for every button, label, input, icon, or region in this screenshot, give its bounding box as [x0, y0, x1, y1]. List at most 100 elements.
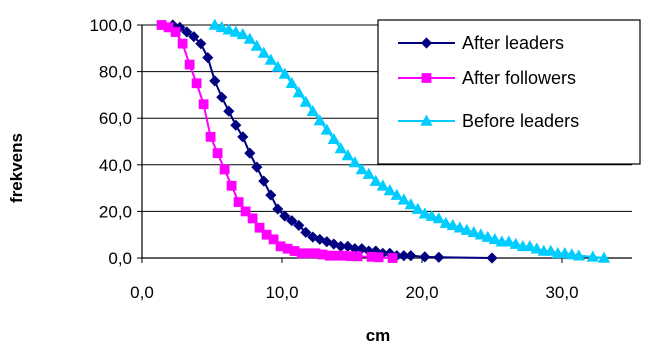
data-point [369, 174, 382, 186]
data-point [425, 209, 438, 221]
data-point [523, 240, 536, 252]
data-point [264, 53, 277, 65]
y-tick-label: 80,0 [99, 63, 132, 82]
data-point [240, 206, 251, 217]
y-axis-title: frekvens [7, 133, 26, 203]
data-point [565, 248, 578, 260]
legend-item-1: After followers [398, 68, 576, 88]
data-point [558, 247, 571, 259]
data-point [411, 202, 424, 214]
data-point [272, 203, 284, 215]
data-point [453, 221, 466, 233]
data-point [313, 114, 326, 126]
legend-items: After leaders After followers Before leade… [398, 33, 579, 131]
series-0 [167, 19, 498, 264]
data-point [226, 180, 237, 191]
data-point [254, 222, 265, 233]
data-point [432, 212, 445, 224]
data-point [243, 32, 256, 44]
data-point [355, 163, 368, 175]
data-point [544, 244, 557, 256]
data-point [299, 95, 312, 107]
legend-swatch-marker [420, 114, 433, 126]
data-point [481, 230, 494, 242]
data-point [198, 99, 209, 110]
y-tick-label: 40,0 [99, 156, 132, 175]
data-point [223, 105, 235, 117]
data-point [237, 131, 249, 143]
data-point [177, 38, 188, 49]
tick-labels: 0,0 20,0 40,0 60,0 80,0 100,0 0,0 10,0 20,0 30,0 [89, 16, 578, 302]
legend-swatch-marker [420, 37, 433, 49]
y-tick-label: 0,0 [108, 249, 132, 268]
data-point [418, 207, 431, 219]
series-group [156, 18, 611, 264]
x-tick-label: 20,0 [405, 283, 438, 302]
data-point [188, 31, 200, 43]
data-point [397, 193, 410, 205]
y-tick-label: 60,0 [99, 109, 132, 128]
data-point [208, 18, 221, 30]
data-point [181, 26, 193, 38]
data-point [265, 189, 277, 201]
data-point [320, 123, 333, 135]
data-point [271, 60, 284, 72]
data-point [419, 251, 431, 263]
legend-swatch-marker [421, 73, 432, 83]
data-point [300, 226, 312, 238]
data-point [467, 226, 480, 238]
legend-label: After leaders [462, 33, 564, 53]
data-point [390, 188, 403, 200]
data-point [509, 237, 522, 249]
data-point [212, 148, 223, 159]
data-point [341, 149, 354, 161]
data-point [373, 252, 384, 263]
data-point [268, 234, 279, 245]
data-point [258, 175, 270, 187]
data-point [202, 52, 214, 64]
data-point [327, 132, 340, 144]
data-point [222, 23, 235, 35]
data-point [348, 156, 361, 168]
data-point [251, 161, 263, 173]
data-point [405, 250, 417, 262]
legend: After leaders After followers Before leade… [377, 19, 641, 165]
data-point [215, 21, 228, 33]
data-point [352, 251, 363, 262]
data-point [229, 25, 242, 37]
y-tick-label: 100,0 [89, 16, 132, 35]
data-point [433, 251, 445, 263]
data-point [586, 250, 599, 262]
data-point [530, 242, 543, 254]
data-point [572, 249, 585, 261]
series-1 [156, 20, 398, 263]
data-point [279, 210, 291, 222]
data-point [184, 59, 195, 70]
data-point [205, 131, 216, 142]
data-point [488, 233, 501, 245]
data-point [446, 219, 459, 231]
y-tick-label: 20,0 [99, 202, 132, 221]
data-point [195, 38, 207, 50]
legend-label: After followers [462, 68, 576, 88]
data-point [502, 235, 515, 247]
data-point [278, 67, 291, 79]
x-axis-title: cm [366, 326, 391, 345]
data-point [191, 78, 202, 89]
data-point [257, 46, 270, 58]
legend-label: Before leaders [462, 111, 579, 131]
data-point [247, 213, 258, 224]
x-tick-label: 0,0 [130, 283, 154, 302]
data-point [439, 216, 452, 228]
data-point [230, 119, 242, 131]
series-2 [208, 18, 611, 263]
data-point [209, 75, 221, 87]
data-point [404, 198, 417, 210]
data-point [474, 228, 487, 240]
data-point [236, 27, 249, 40]
data-point [233, 197, 244, 207]
data-point [362, 167, 375, 179]
data-point [460, 223, 473, 235]
data-point [244, 147, 256, 159]
